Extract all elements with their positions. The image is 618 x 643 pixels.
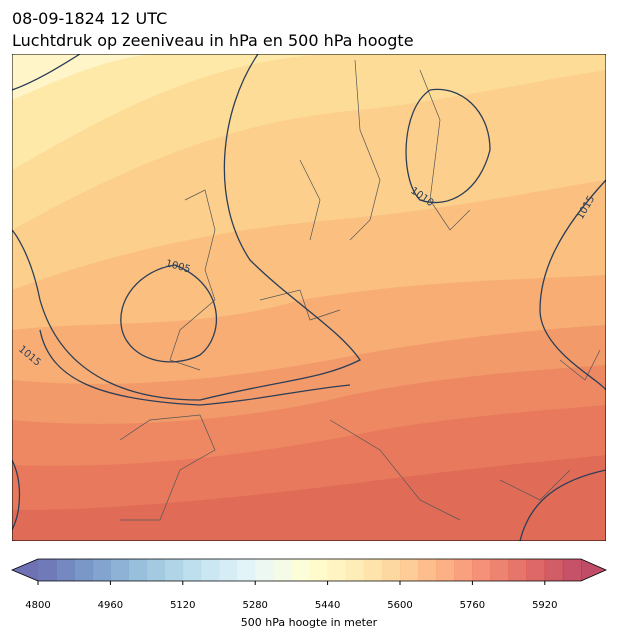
colorbar-segment <box>182 559 202 581</box>
colorbar-segment <box>381 559 401 581</box>
colorbar-segment <box>291 559 310 581</box>
colorbar-segment <box>526 559 546 581</box>
colorbar-tick-label: 5760 <box>460 600 485 611</box>
colorbar-segment <box>237 559 256 581</box>
colorbar-segment <box>454 559 473 581</box>
colorbar-extend-low <box>12 559 38 581</box>
colorbar-segment <box>56 559 75 581</box>
colorbar-tick-label: 5280 <box>242 600 267 611</box>
colorbar-segment <box>164 559 184 581</box>
colorbar-segment <box>219 559 238 581</box>
colorbar-segment <box>309 559 328 581</box>
colorbar: 4800 4960 5120 5280 5440 5600 5760 5920 <box>10 558 607 611</box>
colorbar-segment <box>508 559 527 581</box>
colorbar-segment <box>128 559 147 581</box>
colorbar-tick-label: 5920 <box>532 600 557 611</box>
colorbar-tick-label: 5600 <box>387 600 412 611</box>
colorbar-segment <box>544 559 564 581</box>
colorbar-segment <box>400 559 419 581</box>
colorbar-segment <box>255 559 274 581</box>
colorbar-segment <box>273 559 292 581</box>
colorbar-segment <box>146 559 165 581</box>
colorbar-outline <box>10 558 607 582</box>
colorbar-segment <box>200 559 220 581</box>
colorbar-tick-label: 5440 <box>315 600 340 611</box>
colorbar-segment <box>562 559 582 581</box>
colorbar-segment <box>110 559 129 581</box>
colorbar-segment <box>327 559 346 581</box>
colorbar-tick-label: 4960 <box>98 600 123 611</box>
colorbar-segment <box>363 559 383 581</box>
map <box>12 54 606 541</box>
colorbar-segment <box>74 559 93 581</box>
colorbar-segment <box>38 559 57 581</box>
colorbar-tick-label: 5120 <box>170 600 195 611</box>
map-title: Luchtdruk op zeeniveau in hPa en 500 hPa… <box>12 31 414 50</box>
date-title: 08-09-1824 12 UTC <box>12 9 167 28</box>
colorbar-segment <box>490 559 509 581</box>
colorbar-segment <box>418 559 437 581</box>
colorbar-label: 500 hPa hoogte in meter <box>241 616 378 629</box>
colorbar-segment <box>436 559 455 581</box>
colorbar-segment <box>345 559 365 581</box>
colorbar-tick-label: 4800 <box>25 600 50 611</box>
colorbar-segment <box>92 559 111 581</box>
colorbar-extend-high <box>581 559 606 581</box>
colorbar-segment <box>472 559 491 581</box>
